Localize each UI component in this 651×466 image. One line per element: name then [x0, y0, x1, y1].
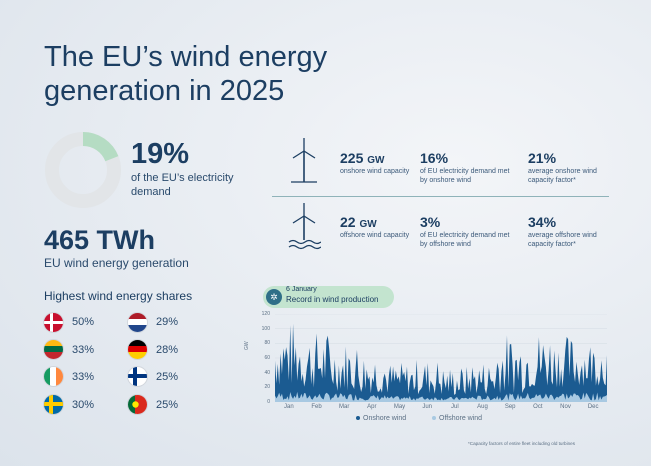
generation-description: EU wind energy generation [44, 256, 189, 270]
portugal-flag-icon [128, 395, 147, 414]
share-description: of the EU’s electricity demand [131, 172, 234, 198]
finland-flag-icon [128, 367, 147, 386]
chart-y-tick-label: 100 [261, 325, 270, 332]
legend-onshore: Onshore wind [356, 415, 406, 422]
chart-x-tick-label: Jul [450, 404, 459, 410]
chart-x-tick-label: Nov [560, 404, 571, 410]
legend-offshore-dot [432, 416, 436, 421]
callout-date: 6 January [286, 286, 317, 293]
offshore-demand-value: 3% [420, 214, 441, 230]
share-value-finland: 25% [156, 371, 179, 383]
offshore-demand-description: of EU electricity demand met by offshore… [420, 232, 510, 248]
footnote: *Capacity factors of entire fleet includ… [468, 441, 575, 446]
netherlands-flag-icon [128, 313, 147, 332]
germany-flag-icon [128, 340, 147, 359]
highest-shares-title: Highest wind energy shares [44, 289, 193, 303]
generation-value: 465 TWh [44, 225, 156, 255]
legend-offshore: Offshore wind [432, 415, 482, 422]
offshore-capacity-description: offshore wind capacity [340, 232, 410, 239]
chart-x-tick-label: Aug [477, 404, 488, 410]
chart-x-tick-label: Feb [311, 404, 322, 410]
sweden-flag-icon [44, 395, 63, 414]
chart-x-tick-label: Jun [422, 404, 432, 410]
chart-y-axis-label: GW [244, 341, 250, 350]
chart-y-tick-label: 120 [261, 311, 270, 317]
wind-icon: ✲ [266, 289, 282, 305]
share-value-ireland: 33% [72, 371, 95, 383]
chart-x-tick-label: May [393, 404, 406, 410]
share-value-lithuania: 33% [72, 344, 95, 356]
wind-production-chart [275, 314, 607, 402]
page-title: The EU’s wind energy generation in 2025 [44, 41, 328, 107]
offshore-wind-area [275, 391, 607, 402]
onshore-wind-area [275, 323, 607, 402]
callout-text: Record in wind production [286, 295, 379, 304]
onshore-turbine-icon [291, 138, 317, 183]
onshore-factor-value: 21% [528, 150, 557, 166]
share-percentage: 19% [131, 138, 190, 170]
lithuania-flag-icon [44, 340, 63, 359]
offshore-factor-value: 34% [528, 214, 557, 230]
stats-divider [272, 196, 609, 197]
onshore-demand-description: of EU electricity demand met by onshore … [420, 168, 510, 184]
chart-x-tick-label: Dec [587, 404, 599, 410]
onshore-factor-description: average onshore wind capacity factor* [528, 168, 597, 184]
ireland-flag-icon [44, 367, 63, 386]
offshore-capacity-value: 22 GW [340, 214, 377, 230]
chart-x-tick-label: Sep [504, 404, 516, 410]
share-value-netherlands: 29% [156, 316, 179, 328]
onshore-capacity-description: onshore wind capacity [340, 168, 410, 175]
offshore-factor-description: average offshore wind capacity factor* [528, 232, 597, 248]
chart-x-tick-label: Apr [367, 404, 377, 410]
share-value-germany: 28% [156, 344, 179, 356]
share-value-sweden: 30% [72, 399, 95, 411]
chart-y-tick-label: 40 [264, 369, 270, 376]
share-donut-chart [44, 131, 122, 209]
chart-y-tick-label: 80 [264, 340, 270, 347]
chart-y-tick-label: 0 [267, 399, 270, 405]
legend-onshore-dot [356, 416, 360, 421]
chart-x-tick-label: Oct [533, 404, 543, 410]
chart-y-tick-label: 20 [264, 384, 270, 391]
chart-y-tick-label: 60 [264, 355, 270, 361]
share-value-denmark: 50% [72, 316, 95, 328]
record-callout [263, 286, 394, 308]
chart-x-tick-label: Jan [283, 404, 294, 410]
offshore-turbine-icon [288, 203, 321, 250]
share-value-portugal: 25% [156, 399, 179, 411]
chart-x-tick-label: Mar [338, 404, 350, 410]
donut-share-arc [45, 132, 121, 208]
denmark-flag-icon [44, 313, 63, 332]
onshore-capacity-value: 225 GW [340, 150, 385, 166]
onshore-demand-value: 16% [420, 150, 449, 166]
